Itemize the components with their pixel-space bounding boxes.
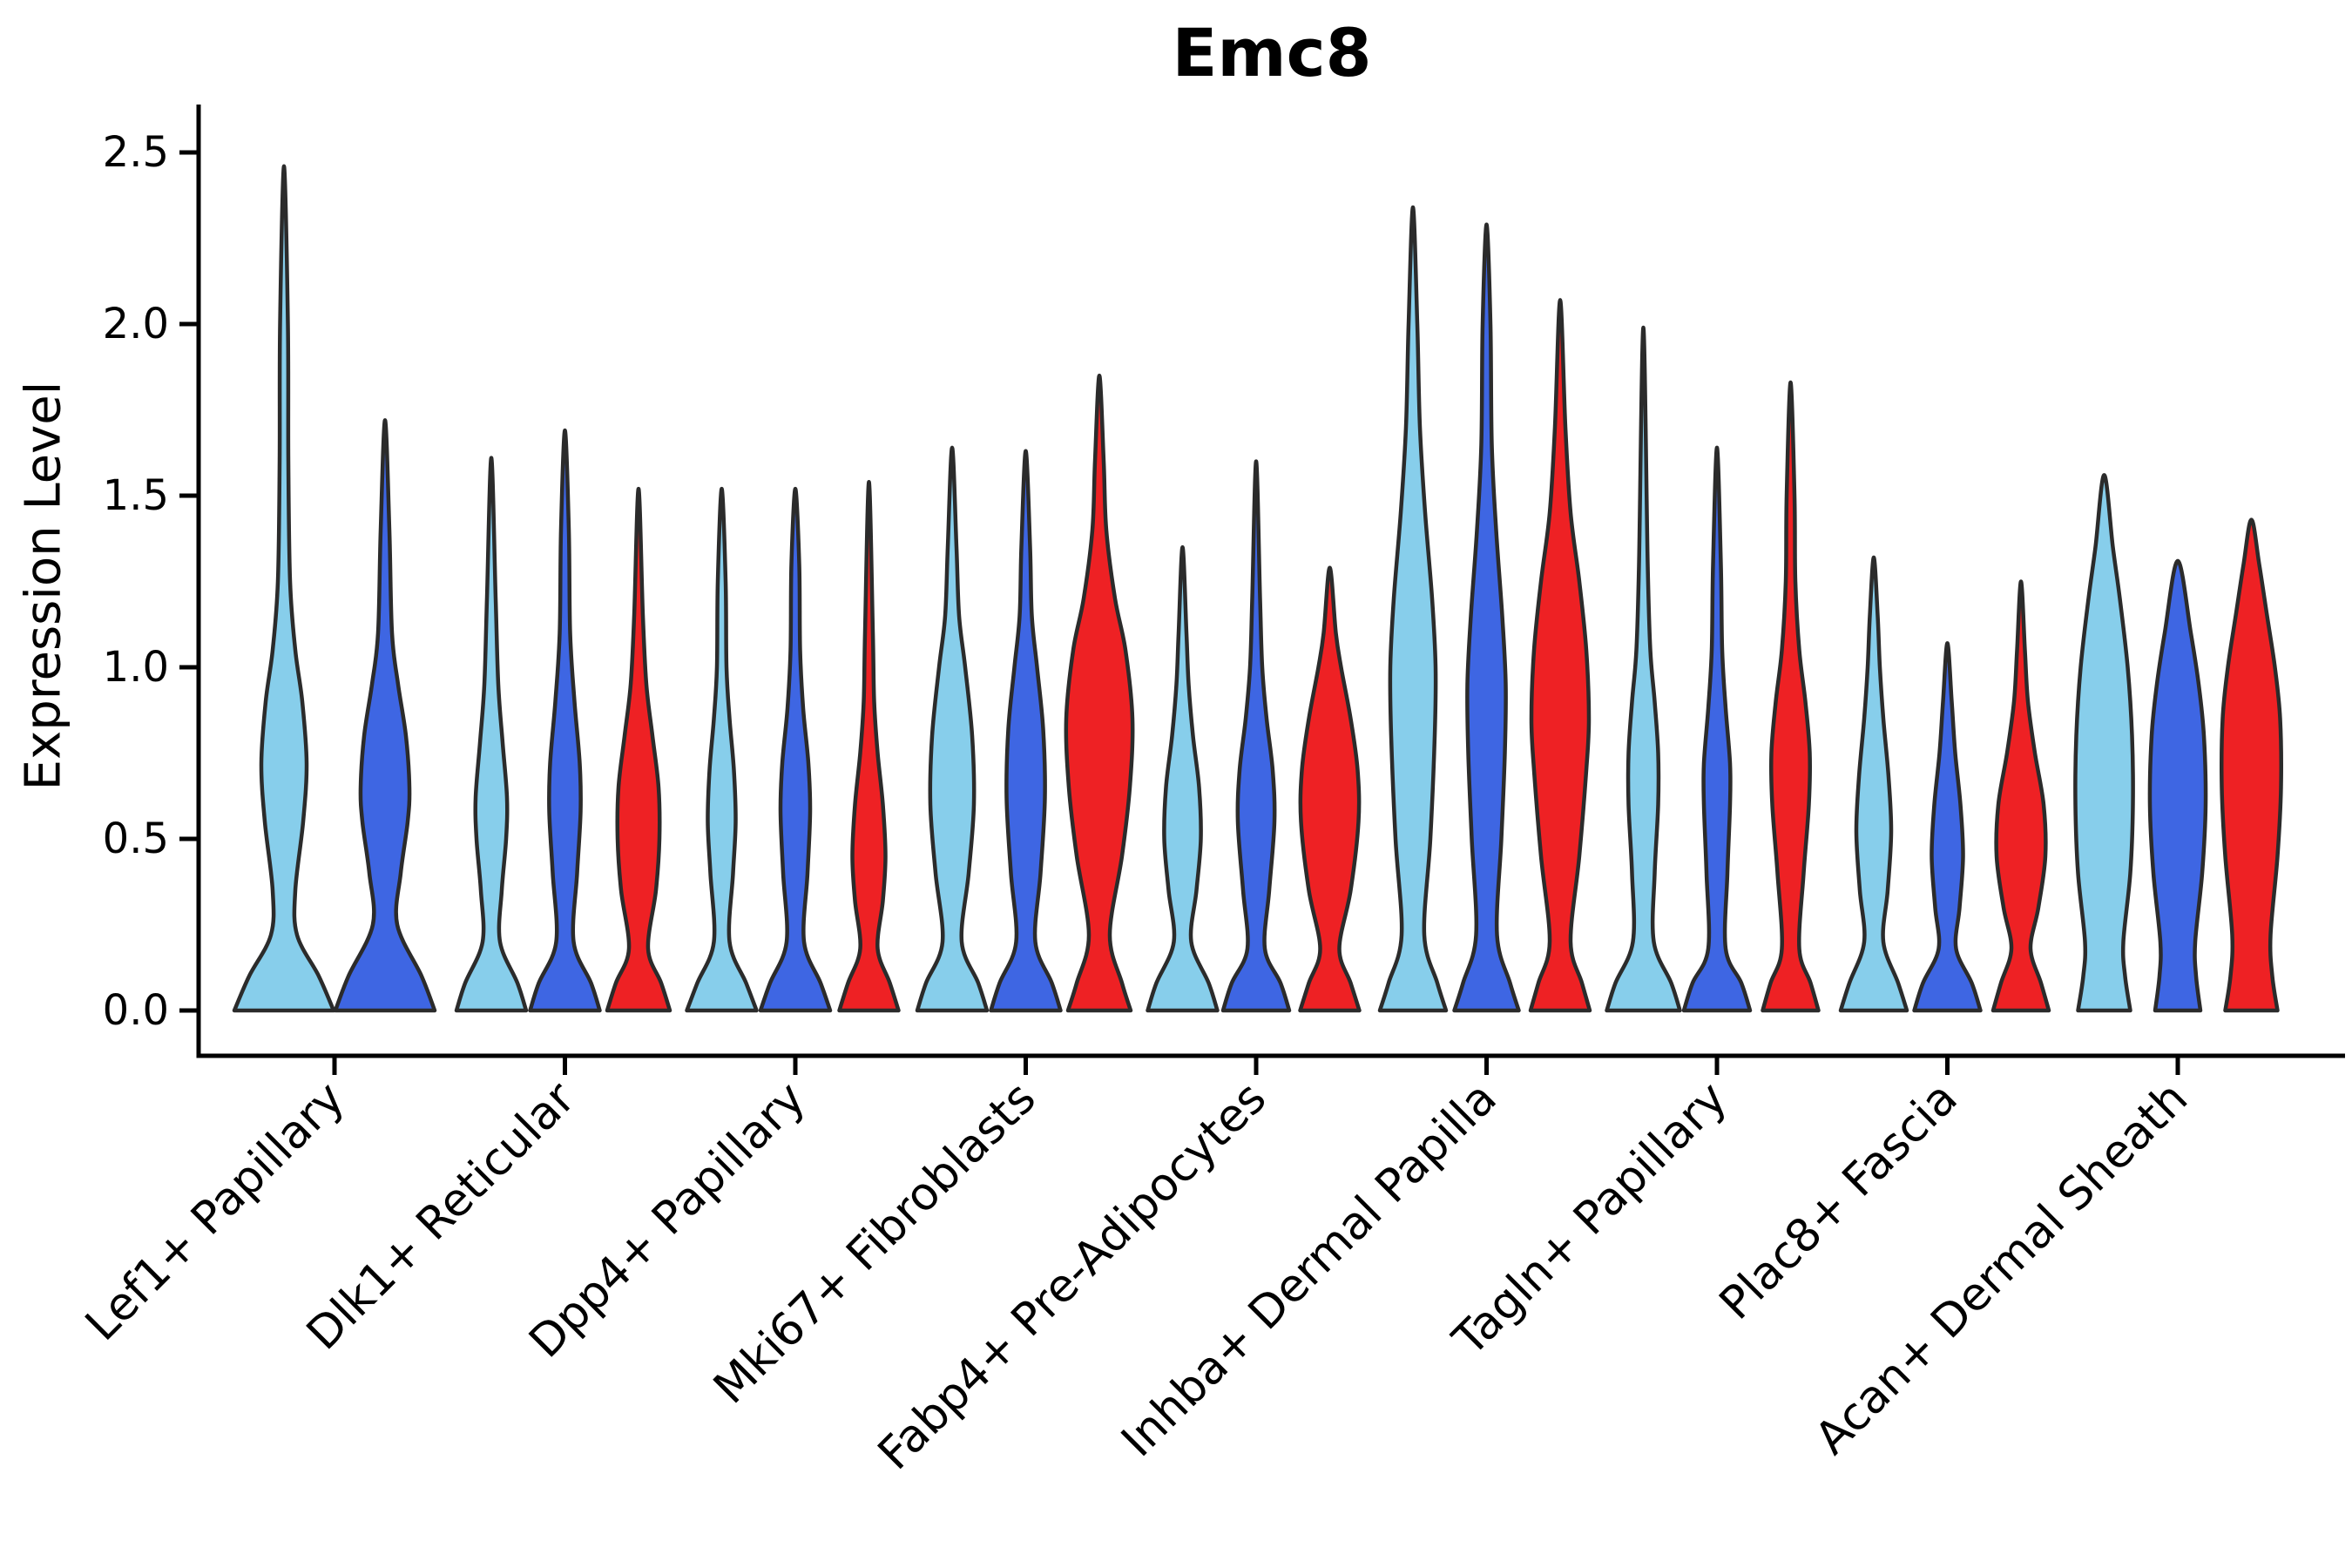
violin-group7-series-royalblue: [1681, 445, 1753, 1013]
violin-group3-series-royalblue: [758, 486, 833, 1013]
y-tick-label: 0.0: [103, 986, 169, 1035]
violin-group6-series-lightblue: [1377, 205, 1449, 1013]
violin-group9-series-lightblue: [2073, 473, 2135, 1013]
violin-group9-series-royalblue: [2147, 558, 2208, 1013]
violin-group9-series-red: [2220, 517, 2283, 1013]
violin-group4-series-royalblue: [989, 449, 1063, 1013]
y-tick-label: 0.5: [103, 814, 169, 863]
x-tick-label: Inhba+ Dermal Papilla: [1112, 1072, 1506, 1467]
violin-group2-series-royalblue: [528, 428, 602, 1013]
violin-group4-series-lightblue: [915, 445, 990, 1013]
violin-group5-series-royalblue: [1220, 459, 1292, 1013]
violin-group8-series-royalblue: [1912, 641, 1983, 1013]
chart-title: Emc8: [1172, 14, 1372, 91]
y-tick-label: 1.5: [103, 471, 169, 520]
y-tick-label: 2.5: [103, 128, 169, 177]
x-tick-label: Fabp4+ Pre-Adipocytes: [868, 1072, 1276, 1480]
violin-group5-series-red: [1298, 565, 1362, 1013]
y-tick-label: 2.0: [103, 300, 169, 348]
violin-group1-series-royalblue: [333, 418, 437, 1013]
violin-group5-series-lightblue: [1146, 544, 1220, 1013]
violin-group6-series-royalblue: [1452, 222, 1521, 1013]
axis-spines: [196, 105, 2345, 1058]
violin-group3-series-lightblue: [685, 486, 759, 1013]
violin-group1-series-lightblue: [232, 164, 336, 1013]
violin-group7-series-lightblue: [1605, 325, 1682, 1013]
violin-group3-series-red: [837, 479, 901, 1013]
x-tick-label: Plac8+ Fascia: [1710, 1072, 1968, 1330]
x-tick-label: Acan+ Dermal Sheath: [1806, 1072, 2199, 1465]
violin-group8-series-red: [1990, 579, 2051, 1013]
violin-group8-series-lightblue: [1838, 555, 1909, 1013]
violin-group7-series-red: [1761, 380, 1821, 1013]
violin-group2-series-lightblue: [454, 456, 529, 1013]
violin-group4-series-red: [1064, 373, 1135, 1013]
y-tick-label: 1.0: [103, 643, 169, 692]
violin-group2-series-red: [605, 486, 672, 1013]
violin-group6-series-red: [1528, 298, 1592, 1013]
